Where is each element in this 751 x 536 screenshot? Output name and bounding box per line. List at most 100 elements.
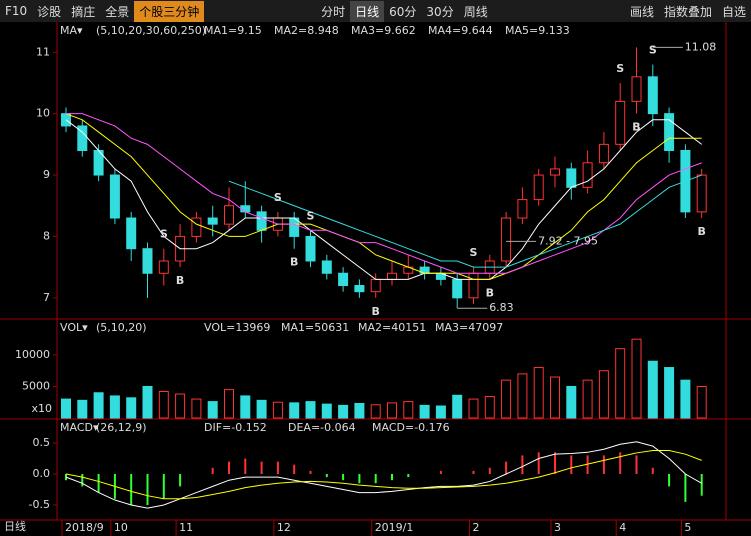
candle-body — [517, 199, 528, 219]
candle-body — [305, 235, 316, 262]
legend-entry: MA4=9.644 — [428, 24, 493, 37]
period[interactable]: 日线 — [350, 0, 385, 22]
candle-body — [647, 76, 658, 115]
candle-body — [696, 174, 707, 213]
legend-entry: MA1=9.15 — [204, 24, 262, 37]
dif-line — [65, 441, 702, 509]
indicator-name: MA▾ — [60, 24, 83, 37]
button[interactable]: 指数叠加 — [663, 4, 712, 19]
legend-entry: MA5=9.133 — [505, 24, 570, 37]
volume-bar — [338, 404, 349, 419]
candle-body — [240, 205, 251, 213]
candle-body — [370, 278, 381, 293]
period[interactable]: 60分 — [389, 4, 417, 19]
volume-bar — [272, 401, 283, 419]
signal: S — [307, 209, 315, 222]
volume-bar — [240, 395, 251, 419]
volume-bar — [77, 399, 88, 419]
x-tick-label: 12 — [277, 521, 291, 534]
volume-bar — [175, 393, 186, 419]
period[interactable]: 分时 — [321, 4, 346, 19]
y-tick-label: 10 — [36, 107, 50, 120]
volume-bar — [142, 385, 153, 419]
candle-body — [550, 168, 560, 176]
volume-bar — [435, 405, 446, 419]
volume-bar — [419, 404, 430, 419]
x-tick-label: 3 — [554, 521, 561, 534]
y-tick-label: 0.0 — [33, 467, 51, 480]
indicator-params: (26,12,9) — [96, 421, 147, 434]
volume-bar — [387, 402, 397, 419]
signal: B — [632, 121, 640, 134]
candle-body — [582, 162, 593, 188]
tab[interactable]: 摘庄 — [71, 4, 96, 19]
button[interactable]: 画线 — [629, 4, 654, 19]
volume-bar — [126, 397, 137, 419]
signal: S — [274, 191, 282, 204]
x-tick-label: 2019/1 — [375, 521, 414, 534]
candle-body — [664, 113, 675, 151]
tab[interactable]: F10 — [5, 4, 28, 18]
legend-entry: MA2=40151 — [358, 321, 426, 334]
volume-bar — [256, 399, 267, 419]
volume-bar — [615, 348, 626, 419]
legend-entry: DEA=-0.064 — [288, 421, 356, 434]
volume-bar — [452, 394, 463, 419]
volume-bar — [533, 367, 544, 419]
period[interactable]: 30分 — [426, 4, 454, 19]
candle-body — [61, 113, 71, 127]
period[interactable]: 周线 — [463, 4, 488, 19]
volume-bar — [207, 401, 218, 419]
signal: B — [698, 225, 706, 238]
y-tick-label: 5000 — [22, 379, 50, 392]
signal: S — [616, 62, 624, 75]
candle-body — [631, 76, 642, 102]
toolbar: F10 诊股 摘庄 全景 个股三分钟 分时 日线 60分 30分 周线 画线 指数叠加 … — [0, 0, 751, 22]
y-tick-label: 8 — [43, 229, 50, 242]
candle-body — [533, 174, 544, 201]
volume-bar — [354, 402, 365, 419]
volume-bar — [224, 389, 234, 419]
legend-entry: MA3=9.662 — [351, 24, 416, 37]
tab[interactable]: 诊股 — [37, 4, 62, 19]
candle-body — [224, 205, 234, 225]
indicator-params: (5,10,20) — [96, 321, 147, 334]
volume-bar — [566, 385, 577, 419]
signal: B — [486, 286, 494, 299]
volume-bar — [370, 404, 381, 419]
annotation: 6.83 — [489, 301, 514, 314]
signal: B — [176, 274, 184, 287]
period-label: 日线 — [4, 519, 26, 533]
candle-body — [191, 217, 202, 237]
candle-body — [354, 285, 365, 293]
volume-bar — [664, 367, 675, 419]
volume-bar — [582, 379, 593, 419]
volume-bar — [631, 338, 642, 419]
volume-bar — [158, 391, 169, 419]
chart: MA▾ (5,10,20,30,60,250)MA1=9.15 MA2=8.948 M… — [0, 22, 751, 536]
signal: S — [470, 246, 478, 259]
volume-bar — [550, 376, 560, 419]
candle-body — [338, 272, 349, 287]
candle-body — [126, 217, 137, 250]
volume-bar — [305, 401, 316, 419]
button[interactable]: 自选 — [721, 4, 746, 19]
indicator-params: (5,10,20,30,60,250) — [96, 24, 206, 37]
legend-entry: VOL=13969 — [204, 321, 270, 334]
indicator-name: VOL▾ — [60, 321, 88, 334]
volume-bar — [109, 395, 120, 419]
volume-bar — [403, 401, 414, 419]
y-tick-label: -0.5 — [29, 498, 50, 511]
candle-body — [77, 125, 88, 151]
ma-line — [65, 119, 703, 280]
tab[interactable]: 个股三分钟 — [134, 0, 205, 22]
x-tick-label: 2018/9 — [65, 521, 104, 534]
candle-body — [615, 100, 626, 145]
candle-body — [256, 211, 267, 231]
candle-body — [566, 168, 577, 188]
volume-bar — [484, 396, 495, 419]
tab[interactable]: 全景 — [105, 4, 130, 19]
volume-bar — [647, 360, 658, 419]
legend-entry: MA1=50631 — [281, 321, 349, 334]
